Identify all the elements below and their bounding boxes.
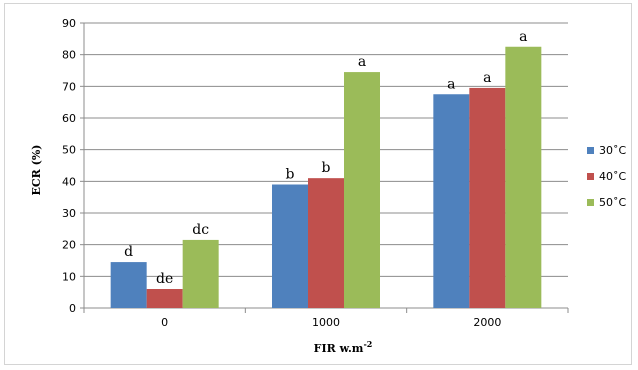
significance-label: a [358,54,366,70]
y-tick-label: 40 [62,175,76,188]
y-axis: 0 10 20 30 40 50 60 70 80 90 [62,17,85,315]
y-axis-title: ECR (%) [30,145,43,196]
x-axis-title-main: FIR w.m [314,342,364,355]
x-tick-label: 0 [161,316,168,329]
significance-label: b [286,167,295,183]
bar-1000-series-1 [272,184,308,308]
significance-label: de [156,271,173,287]
x-tick-label: 1000 [312,316,340,329]
y-tick-label: 60 [62,112,76,125]
bars [110,46,542,309]
significance-labels: d de dc b b a a a a [124,29,527,287]
y-tick-label: 70 [62,80,76,93]
significance-label: dc [192,222,209,238]
x-axis: 0 1000 2000 [83,307,569,329]
significance-label: a [447,76,455,92]
x-tick-label: 2000 [473,316,501,329]
significance-label: a [519,29,527,45]
legend-swatch [587,199,594,206]
y-tick-label: 80 [62,49,76,62]
bar-2000-series-2 [469,87,506,309]
bar-0-series-1 [110,262,147,308]
significance-label: a [483,70,491,86]
legend-label: 40˚C [599,170,626,183]
y-tick-label: 30 [62,207,76,220]
y-tick-label: 20 [62,239,76,252]
bar-1000-series-2 [308,178,344,308]
bar-2000-series-1 [433,94,470,308]
legend-label: 50˚C [599,196,626,209]
legend: 30˚C 40˚C 50˚C [587,144,626,209]
y-tick-label: 10 [62,270,76,283]
bar-2000-series-3 [505,46,542,308]
bar-0-series-2 [146,289,183,308]
significance-label: b [322,160,331,176]
bar-0-series-3 [182,239,219,308]
x-axis-title: FIR w.m-2 [314,339,373,355]
significance-label: d [124,244,133,260]
legend-label: 30˚C [599,144,626,157]
y-tick-label: 0 [69,302,76,315]
x-axis-title-superscript: -2 [363,339,372,349]
y-tick-label: 90 [62,17,76,30]
bar-1000-series-3 [344,72,380,308]
y-tick-label: 50 [62,144,76,157]
legend-swatch [587,173,594,180]
legend-swatch [587,147,594,154]
